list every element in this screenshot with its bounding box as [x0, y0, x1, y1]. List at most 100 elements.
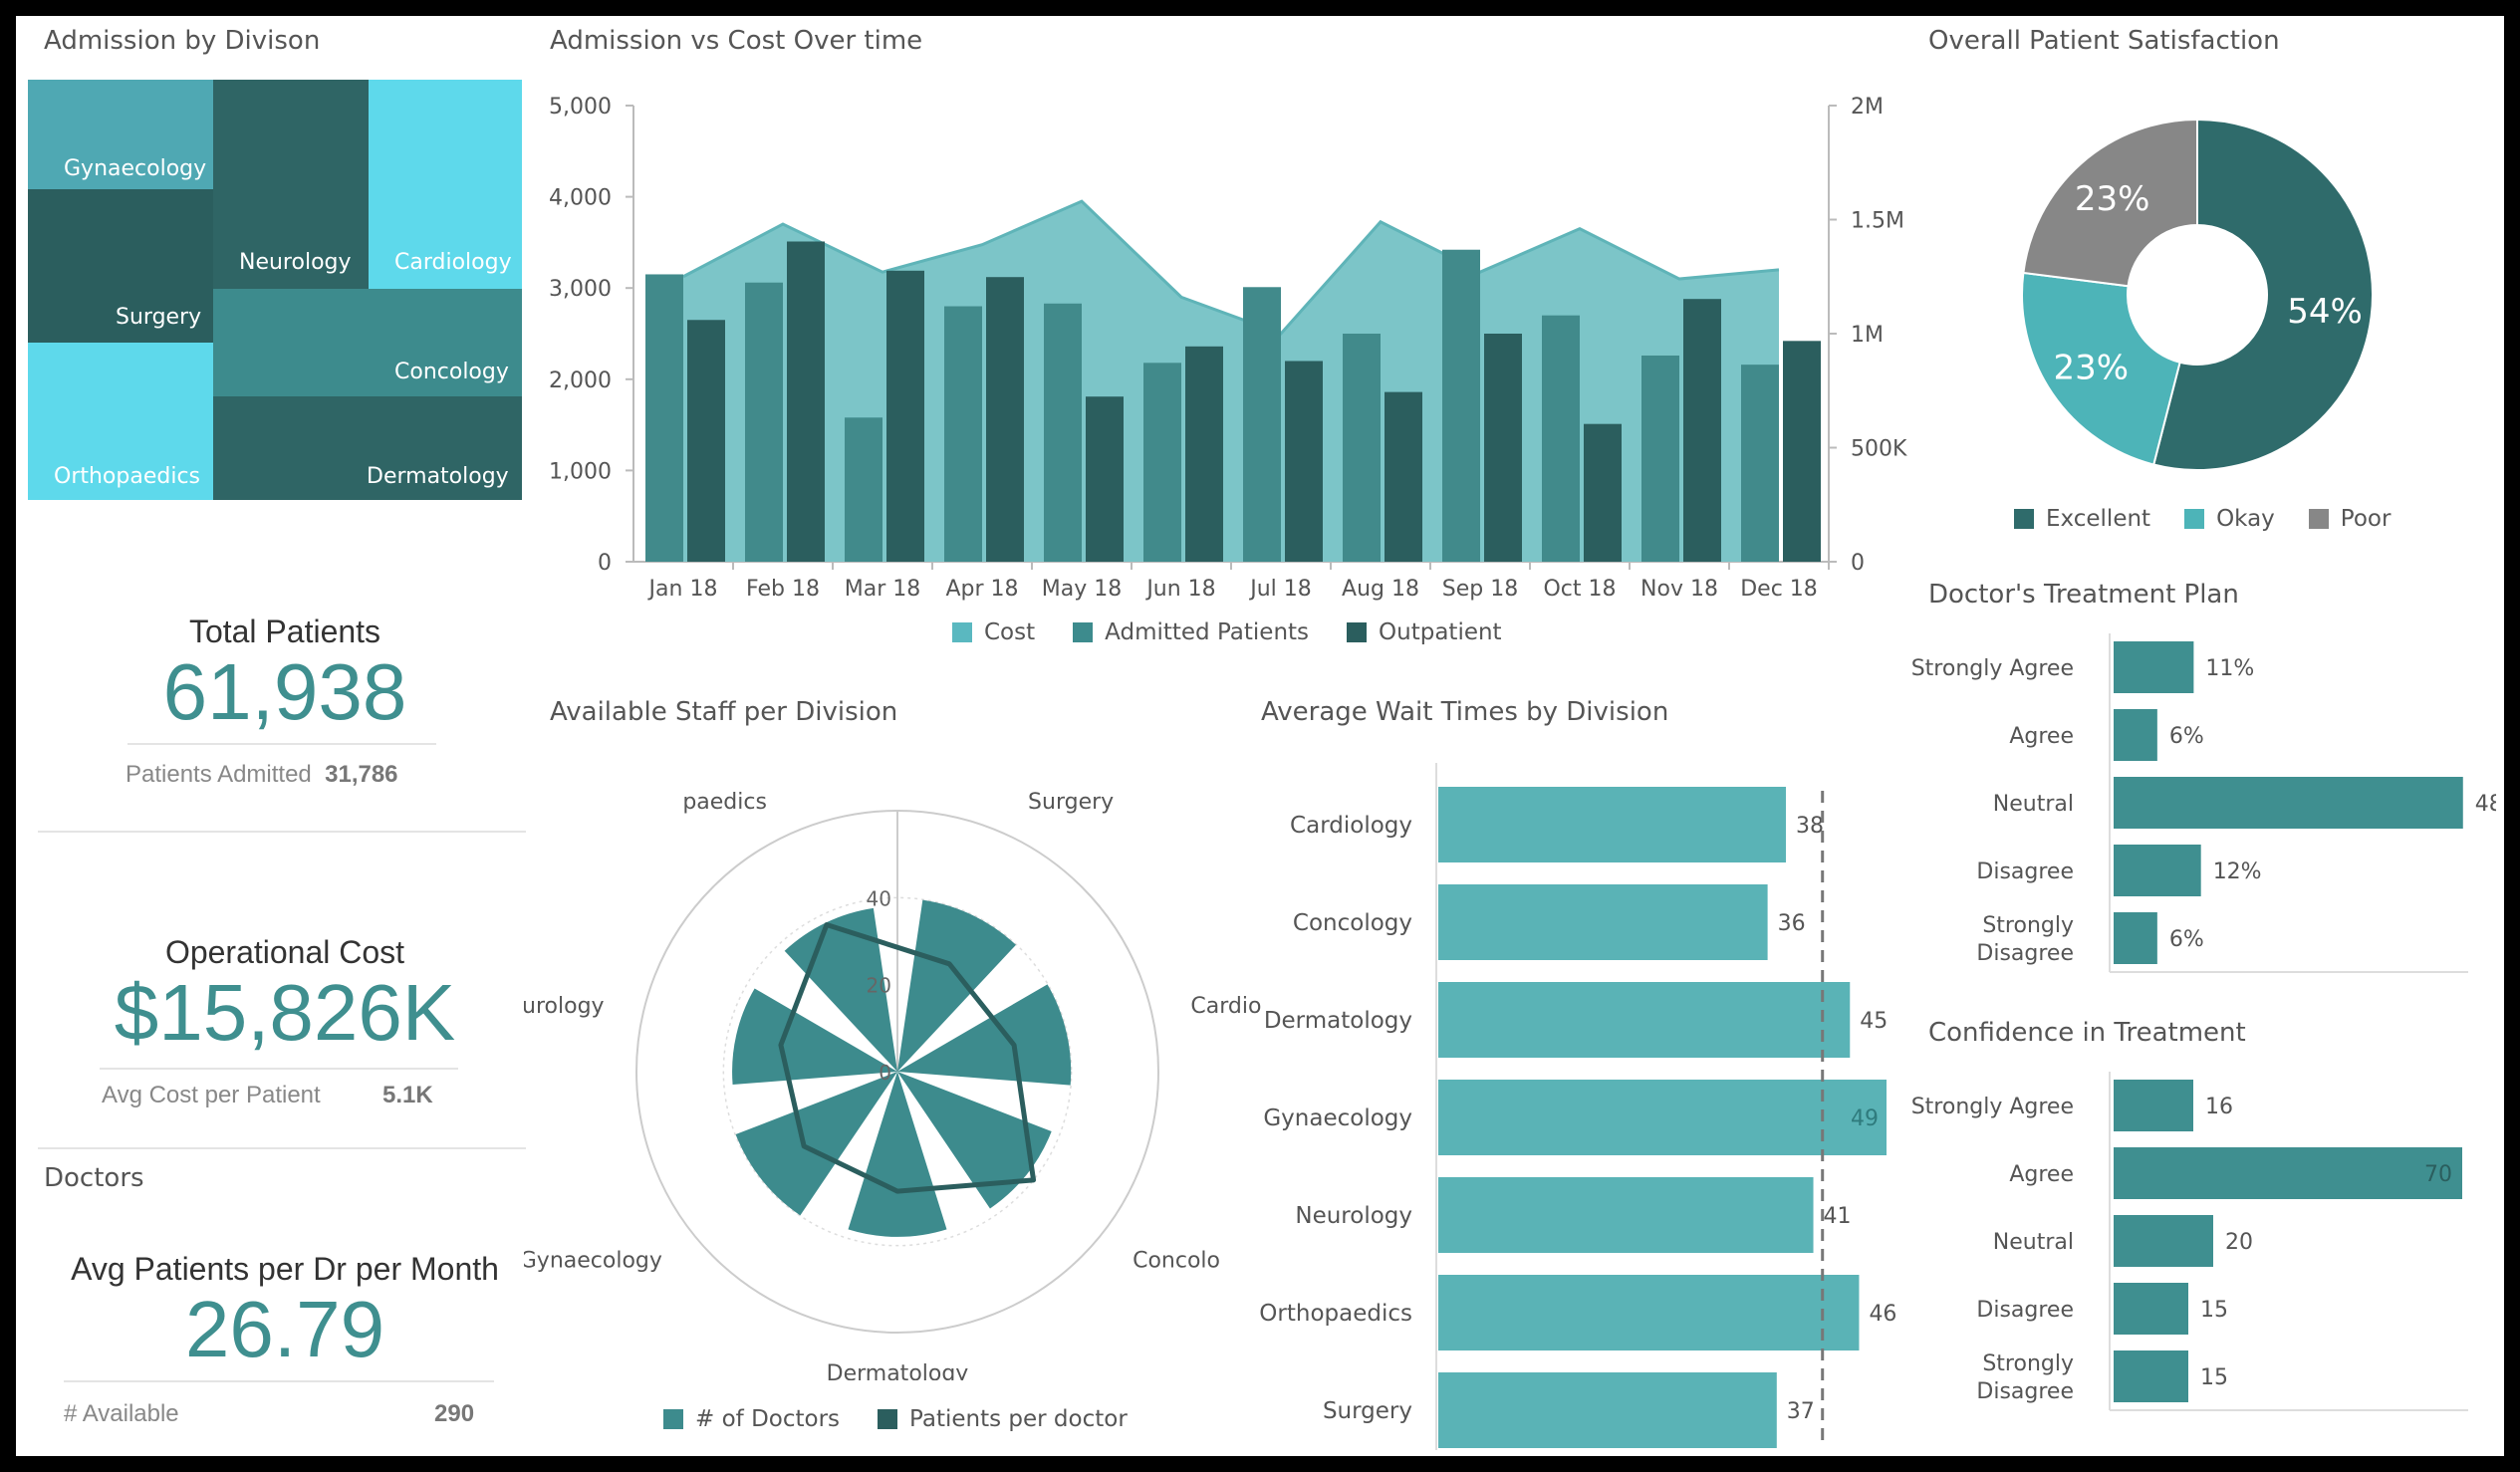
kpi-sub-label: Patients Admitted [126, 761, 312, 788]
divider [38, 1147, 526, 1149]
value-label: 11% [2205, 656, 2254, 681]
value-label: 41 [1824, 1204, 1852, 1229]
staff-radar-chart: Surgery Cardiology Concolo Dermatology Gynae… [524, 790, 1261, 1380]
radial-tick-label: 20 [867, 974, 891, 998]
treemap-title: Admission by Divison [44, 26, 321, 56]
divider [64, 1380, 494, 1382]
radar-axis-label: Surgery [1028, 790, 1114, 815]
bar-outpatient [1484, 334, 1522, 562]
treemap-cell-gynaecology[interactable]: Gynaecology [28, 80, 213, 189]
legend-item-patients-per-doctor[interactable]: Patients per doctor [878, 1406, 1128, 1432]
wedge-doctors [897, 1072, 1052, 1209]
legend-item-okay[interactable]: Okay [2184, 506, 2275, 532]
kpi-sub-avg-cost-value: 5.1K [382, 1082, 433, 1109]
legend-item-cost[interactable]: Cost [952, 619, 1035, 645]
x-tick-label: Dec 18 [1740, 577, 1818, 602]
category-label: Agree [2009, 1162, 2074, 1187]
category-label: Gynaecology [1263, 1105, 1412, 1131]
wedge-doctors [784, 907, 897, 1072]
wedge-doctors [897, 899, 1016, 1072]
bar-admitted-patients [1243, 287, 1281, 562]
category-label: Strongly Agree [1911, 656, 2074, 681]
satisfaction-legend: Excellent Okay Poor [2014, 506, 2391, 532]
bar-outpatient [1584, 423, 1622, 562]
staff-title: Available Staff per Division [550, 697, 898, 727]
survey-bar [2114, 1080, 2193, 1131]
treemap-cell-surgery[interactable]: Surgery [28, 189, 213, 343]
wedge-doctors [735, 1072, 897, 1216]
bar-admitted-patients [845, 417, 882, 562]
x-tick-label: Jan 18 [647, 577, 718, 602]
category-label: Disagree [1976, 941, 2074, 966]
bar-admitted-patients [1641, 355, 1679, 562]
bar-admitted-patients [944, 306, 982, 562]
bar-outpatient [787, 241, 825, 562]
admission-cost-title: Admission vs Cost Over time [550, 26, 923, 56]
value-label: 36 [1778, 911, 1806, 936]
legend-item-poor[interactable]: Poor [2308, 506, 2391, 532]
y-tick-label: 5,000 [549, 95, 612, 120]
value-label: 38 [1796, 814, 1824, 839]
treatment-plan-title: Doctor's Treatment Plan [1928, 580, 2239, 610]
category-label: Orthopaedics [1259, 1301, 1412, 1327]
radar-axis-label: Neurology [524, 994, 605, 1019]
slice-value-label: 23% [2054, 349, 2130, 388]
value-label: 15 [2200, 1298, 2228, 1323]
y2-tick-label: 1M [1851, 323, 1884, 348]
radar-axis-label: Cardiology [1190, 994, 1261, 1019]
y2-tick-label: 2M [1851, 95, 1884, 120]
x-tick-label: Jun 18 [1144, 577, 1215, 602]
category-label: Strongly [1982, 1351, 2074, 1376]
value-label: 37 [1787, 1399, 1815, 1424]
y-tick-label: 1,000 [549, 459, 612, 484]
slice-value-label: 23% [2075, 179, 2150, 219]
legend-swatch [2184, 509, 2205, 529]
treatment-plan-chart: Strongly Agree 11% Agree 6% Neutral 48% Disagr… [1911, 633, 2496, 973]
treemap-cell-dermatology[interactable]: Dermatology [213, 396, 522, 500]
treemap-cell-orthopaedics[interactable]: Orthopaedics [28, 343, 213, 500]
legend-item-outpatient[interactable]: Outpatient [1347, 619, 1502, 645]
legend-item-excellent[interactable]: Excellent [2014, 506, 2150, 532]
legend-label: Admitted Patients [1105, 619, 1310, 645]
kpi-sub-patients-admitted: Patients Admitted 31,786 [126, 761, 398, 789]
y2-tick-label: 500K [1851, 437, 1907, 462]
category-label: Strongly Agree [1911, 1095, 2074, 1119]
kpi-label: Avg Patients per Dr per Month [71, 1251, 499, 1287]
wait-bar [1438, 1372, 1777, 1448]
survey-bar [2114, 1215, 2213, 1267]
radar-axis-label: Dermatology [827, 1361, 969, 1380]
category-label: Strongly [1982, 913, 2074, 938]
legend-item-doctors[interactable]: # of Doctors [663, 1406, 840, 1432]
legend-label: Patients per doctor [909, 1406, 1128, 1432]
divider [38, 831, 526, 833]
treemap-cell-neurology[interactable]: Neurology [213, 80, 369, 289]
kpi-sub-value: 290 [434, 1400, 475, 1427]
y-tick-label: 3,000 [549, 277, 612, 302]
treemap-label: Cardiology [394, 250, 512, 275]
slice-poor [2022, 118, 2198, 288]
y-tick-label: 0 [598, 551, 612, 576]
bar-outpatient [1783, 341, 1821, 562]
treemap: Gynaecology Neurology Cardiology Surgery… [28, 80, 522, 500]
legend-swatch [2308, 509, 2329, 529]
legend-swatch [878, 1409, 898, 1429]
bar-admitted-patients [645, 274, 683, 562]
value-label: 45 [1860, 1009, 1888, 1034]
wait-times-chart: Cardiology 38 Concology 36 Dermatology 45 Gyna… [1259, 763, 1896, 1450]
survey-bar [2114, 1350, 2188, 1402]
legend-swatch [1347, 622, 1368, 642]
wait-bar [1438, 1177, 1814, 1253]
bar-outpatient [986, 277, 1024, 562]
category-label: Disagree [1976, 859, 2074, 884]
radar-axis-label: Concolo [1133, 1248, 1220, 1273]
treemap-label: Neurology [239, 250, 352, 275]
treemap-cell-cardiology[interactable]: Cardiology [369, 80, 522, 289]
kpi-doctors: Avg Patients per Dr per Month 26.79 [36, 1251, 534, 1371]
treemap-label: Surgery [116, 305, 202, 330]
kpi-sub-available-value: 290 [434, 1400, 474, 1428]
admission-cost-chart: 0 1,000 2,000 3,000 4,000 5,000 0 500K 1M 1.5M 2M J… [549, 95, 1907, 602]
legend-item-admitted-patients[interactable]: Admitted Patients [1073, 619, 1309, 645]
legend-label: # of Doctors [695, 1406, 841, 1432]
treemap-cell-concology[interactable]: Concology [213, 289, 522, 396]
bar-admitted-patients [1343, 334, 1381, 562]
